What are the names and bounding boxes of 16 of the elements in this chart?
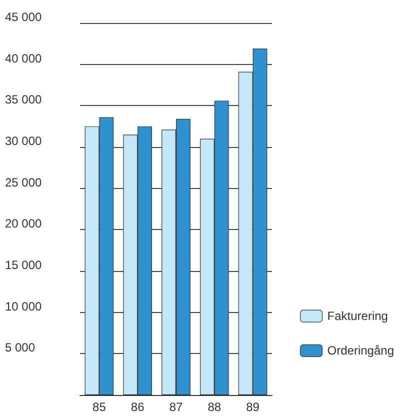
y-tick-label: 5 000 <box>5 340 36 355</box>
x-tick-label: 86 <box>130 400 145 414</box>
legend-label: Fakturering <box>327 309 388 324</box>
x-tick-label: 85 <box>92 400 106 414</box>
y-tick-label: 15 000 <box>5 258 42 272</box>
x-tick-label: 89 <box>246 400 260 414</box>
y-tick-label: 10 000 <box>5 299 42 314</box>
y-tick-label: 25 000 <box>5 175 42 190</box>
y-tick-label: 35 000 <box>5 92 42 107</box>
y-tick-label: 30 000 <box>5 134 42 148</box>
legend-label: Orderingång <box>327 344 394 358</box>
y-tick-label: 20 000 <box>5 216 42 231</box>
x-tick-label: 87 <box>169 400 183 414</box>
x-tick-label: 88 <box>208 400 222 414</box>
y-tick-label: 45 000 <box>5 10 42 24</box>
y-tick-label: 40 000 <box>5 51 42 66</box>
